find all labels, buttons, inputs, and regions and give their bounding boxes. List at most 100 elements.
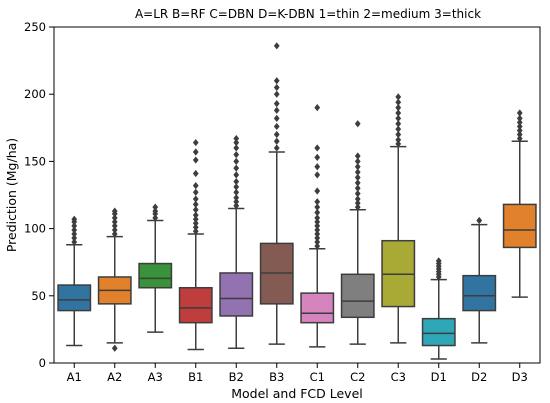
outlier-point (233, 198, 240, 206)
outlier-point (152, 203, 159, 211)
outlier-point (314, 203, 321, 211)
plot-frame (53, 26, 541, 364)
outlier-point (314, 230, 321, 238)
outlier-point (354, 199, 361, 207)
outlier-point (273, 144, 280, 152)
outlier-point (516, 126, 523, 135)
outlier-point (395, 109, 402, 117)
outlier-point (192, 169, 199, 178)
x-tick-label: D3 (512, 370, 528, 384)
outlier-point (314, 198, 321, 206)
outlier-point (192, 206, 199, 214)
iqr-box (340, 273, 375, 319)
box-b2 (219, 134, 254, 349)
box-c2 (340, 120, 375, 345)
outlier-point (273, 100, 280, 108)
outlier-point (314, 187, 321, 195)
iqr-box (421, 317, 456, 347)
outlier-point (111, 226, 118, 234)
iqr-box (178, 286, 213, 324)
outlier-point (111, 222, 118, 230)
outlier-point (516, 118, 523, 127)
outlier-point (192, 148, 199, 156)
outlier-point (354, 195, 361, 203)
outlier-point (273, 137, 280, 145)
outlier-point (111, 207, 118, 215)
outlier-point (395, 140, 402, 148)
outlier-point (233, 134, 240, 143)
outlier-point (273, 42, 280, 50)
outlier-point (395, 120, 402, 128)
y-tick-label: 200 (24, 87, 46, 101)
outlier-point (314, 104, 321, 112)
outlier-point (314, 238, 321, 246)
iqr-box (219, 272, 254, 317)
outlier-point (233, 164, 240, 172)
outlier-point (476, 216, 483, 225)
outlier-point (354, 163, 361, 171)
box-d1 (421, 257, 456, 360)
box-a2 (97, 207, 132, 352)
outlier-point (354, 152, 361, 160)
x-tick-label: C1 (310, 370, 325, 384)
y-tick-label: 250 (24, 20, 46, 34)
x-axis-title: Model and FCD Level (231, 386, 363, 401)
outlier-point (233, 144, 240, 152)
outlier-point (314, 163, 321, 171)
outlier-point (354, 173, 361, 182)
outlier-point (395, 104, 402, 112)
outlier-point (233, 171, 240, 179)
outlier-point (314, 226, 321, 234)
outlier-point (273, 106, 280, 114)
outlier-point (314, 234, 321, 242)
box-d2 (462, 216, 497, 344)
y-axis: 0 50 100 150 200 250 (24, 20, 54, 370)
box-a1 (57, 215, 92, 347)
box-a3 (138, 203, 173, 333)
x-tick-label: A3 (148, 370, 163, 384)
outlier-point (192, 195, 199, 203)
outlier-point (395, 136, 402, 144)
outlier-point (233, 188, 240, 196)
y-tick-label: 0 (39, 356, 46, 370)
outlier-point (192, 200, 199, 209)
x-tick-label: D2 (471, 370, 487, 384)
box-b3 (259, 42, 294, 345)
outlier-point (192, 223, 199, 231)
outlier-point (314, 208, 321, 217)
outlier-point (71, 230, 78, 238)
x-tick-label: C2 (350, 370, 365, 384)
outlier-point (192, 181, 199, 190)
outlier-point (354, 190, 361, 198)
outlier-point (233, 157, 240, 165)
outlier-point (111, 230, 118, 238)
x-tick-label: A2 (107, 370, 122, 384)
outlier-point (111, 214, 118, 222)
iqr-box (462, 274, 497, 312)
outlier-point (354, 168, 361, 176)
outlier-point (314, 218, 321, 226)
outlier-point (273, 130, 280, 139)
outlier-point (192, 188, 199, 196)
outlier-point (71, 234, 78, 242)
iqr-box (138, 262, 173, 289)
outlier-point (516, 109, 523, 117)
outlier-point (516, 114, 523, 122)
iqr-box (57, 284, 92, 312)
outlier-point (192, 211, 199, 219)
y-tick-label: 50 (31, 289, 46, 303)
box-b1 (178, 138, 213, 351)
outlier-point (192, 215, 199, 223)
outlier-point (192, 138, 199, 147)
outlier-point (516, 130, 523, 139)
y-axis-title: Prediction (Mg/ha) (4, 138, 19, 252)
outlier-point (273, 83, 280, 92)
outlier-point (152, 207, 159, 215)
outlier-point (233, 183, 240, 191)
outlier-point (435, 257, 442, 265)
outlier-point (395, 125, 402, 133)
outlier-point (273, 122, 280, 131)
outlier-point (233, 177, 240, 186)
outlier-point (273, 114, 280, 122)
